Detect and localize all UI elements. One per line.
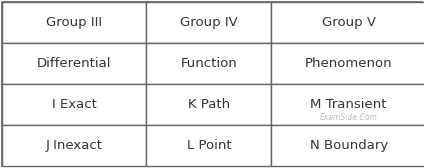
Bar (271, 125, 424, 166)
Text: J Inexact: J Inexact (46, 139, 103, 152)
Bar (2, 125, 146, 166)
Text: ExamSide.Com: ExamSide.Com (320, 113, 378, 122)
Text: Group IV: Group IV (180, 16, 238, 29)
Bar (146, 84, 271, 125)
Bar (271, 84, 424, 125)
Text: Group III: Group III (46, 16, 102, 29)
Bar (146, 2, 271, 43)
Text: L Point: L Point (187, 139, 231, 152)
Bar (146, 43, 271, 84)
Bar (2, 2, 146, 43)
Text: K Path: K Path (188, 98, 230, 111)
Bar (2, 84, 146, 125)
Text: M Transient: M Transient (310, 98, 387, 111)
Text: I Exact: I Exact (52, 98, 97, 111)
Bar (271, 43, 424, 84)
Bar (271, 2, 424, 43)
Text: Function: Function (181, 57, 237, 70)
Bar (146, 125, 271, 166)
Text: Phenomenon: Phenomenon (305, 57, 393, 70)
Text: Group V: Group V (322, 16, 376, 29)
Bar (2, 43, 146, 84)
Text: Differential: Differential (37, 57, 112, 70)
Text: N Boundary: N Boundary (310, 139, 388, 152)
